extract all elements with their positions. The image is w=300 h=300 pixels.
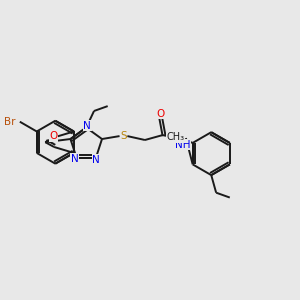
- Text: CH₃: CH₃: [166, 132, 184, 142]
- Text: N: N: [71, 154, 78, 164]
- Text: Br: Br: [4, 117, 16, 127]
- Text: N: N: [83, 121, 91, 130]
- Text: S: S: [120, 131, 127, 141]
- Text: N: N: [92, 154, 100, 164]
- Text: O: O: [49, 131, 57, 141]
- Text: NH: NH: [175, 140, 191, 150]
- Text: O: O: [156, 109, 165, 119]
